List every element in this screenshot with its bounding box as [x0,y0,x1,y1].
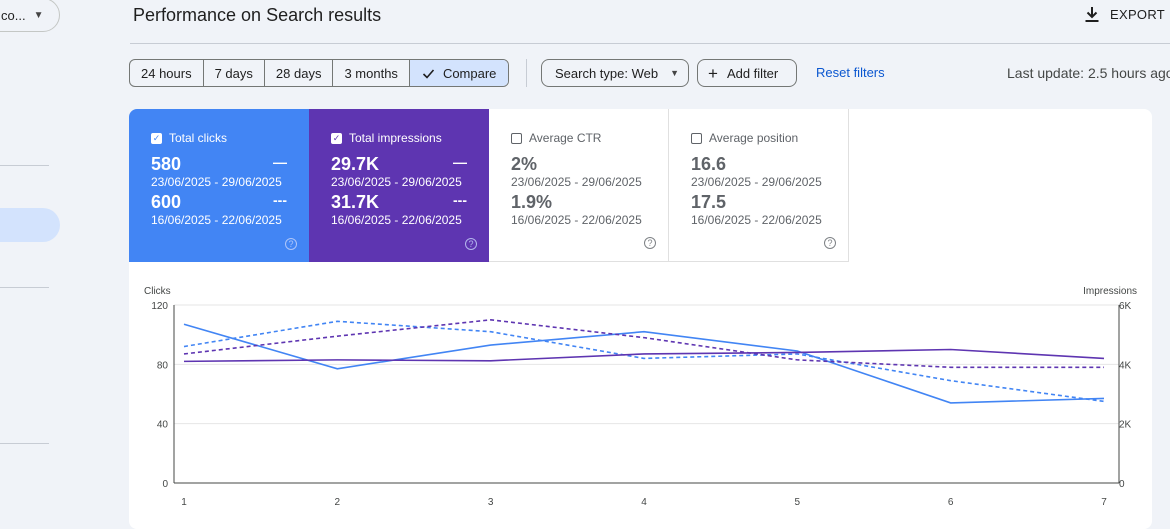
range-3-months[interactable]: 3 months [332,60,408,86]
metric-label: Average CTR [529,131,602,145]
sidebar: co... ▼ [0,0,112,501]
range-24-hours[interactable]: 24 hours [141,65,192,81]
metric-label: Average position [709,131,799,145]
checkbox-checked-icon[interactable]: ✓ [151,132,162,144]
metric-previous-range: 16/06/2025 - 22/06/2025 [151,213,282,227]
search-type-label: Search type: Web [555,65,659,81]
filter-separator [526,59,527,87]
metric-previous-value: 31.7K [331,192,380,212]
y-tick-label-left: 120 [151,301,168,312]
metric-current-value: 29.7K [331,154,380,174]
page-title: Performance on Search results [133,5,382,25]
help-icon[interactable]: ? [644,237,656,249]
checkbox-unchecked-icon[interactable] [691,132,702,144]
sidebar-divider [0,287,49,288]
performance-chart[interactable]: Clicks Impressions 0 0 40 2K 80 4K 120 6K 1 2 3 4 5… [129,109,1152,529]
metric-current-value: 580 [151,154,182,174]
x-tick-label: 5 [795,497,801,508]
plus-icon: + [708,63,718,83]
series-line-clicks_current[interactable] [183,323,1105,404]
metric-previous-value: 600 [151,192,182,212]
dashed-line-icon: --- [453,192,467,208]
checkbox-unchecked-icon[interactable] [511,132,522,144]
sidebar-divider [0,165,49,166]
metric-current-range: 23/06/2025 - 29/06/2025 [511,175,642,189]
chevron-down-icon: ▼ [33,9,44,21]
y-axis-right-label: Impressions [1083,286,1137,297]
solid-line-icon: — [453,154,467,170]
series-line-clicks_previous[interactable] [183,320,1105,403]
x-tick-label: 7 [1101,497,1107,508]
metric-current-range: 23/06/2025 - 29/06/2025 [691,175,822,189]
compare-button[interactable]: Compare [408,60,509,86]
export-button[interactable]: EXPORT [1084,6,1165,23]
metric-previous-value: 1.9% [511,192,553,212]
y-tick-label-left: 80 [157,360,169,371]
range-7-days[interactable]: 7 days [202,60,264,86]
metric-label: Total impressions [349,131,442,145]
metric-current-range: 23/06/2025 - 29/06/2025 [151,175,282,189]
reset-filters-link[interactable]: Reset filters [816,65,885,80]
header-divider [130,43,1170,44]
search-type-filter[interactable]: Search type: Web ▼ [541,59,689,87]
y-tick-label-right: 2K [1119,420,1132,431]
sidebar-item-active[interactable] [0,208,60,242]
x-tick-label: 1 [181,497,187,508]
date-range-selector: 24 hours 7 days 28 days 3 months Compare [129,59,510,87]
metric-card-average-ctr[interactable]: Average CTR 2% 23/06/2025 - 29/06/2025 1… [489,109,669,262]
solid-line-icon: — [273,154,287,170]
metric-previous-range: 16/06/2025 - 22/06/2025 [511,213,642,227]
property-selector[interactable]: co... ▼ [0,0,60,32]
y-tick-label-right: 6K [1119,301,1132,312]
dashed-line-icon: --- [273,192,287,208]
metric-previous-value: 17.5 [691,192,727,212]
download-icon [1085,7,1099,22]
caret-down-icon: ▼ [670,68,680,78]
metric-current-value: 16.6 [691,154,727,174]
export-label: EXPORT [1110,7,1166,22]
performance-panel: ✓ Total clicks 580— 23/06/2025 - 29/06/2… [129,109,1152,529]
help-icon[interactable]: ? [824,237,836,249]
x-tick-label: 4 [641,497,647,508]
y-tick-label-right: 4K [1119,360,1132,371]
metric-current-range: 23/06/2025 - 29/06/2025 [331,175,462,189]
y-axis-left-label: Clicks [144,286,171,297]
metric-card-total-impressions[interactable]: ✓ Total impressions 29.7K — 23/06/2025 - … [309,109,489,262]
last-update-text: Last update: 2.5 hours ago [1007,65,1170,81]
x-tick-label: 2 [335,497,341,508]
metric-card-average-position[interactable]: Average position 16.6 23/06/2025 - 29/06… [669,109,849,262]
metric-label: Total clicks [169,131,228,145]
help-icon[interactable]: ? [465,238,477,250]
metric-card-total-clicks[interactable]: ✓ Total clicks 580 — 23/06/2025 - 29/06/2… [129,109,309,262]
help-icon[interactable]: ? [285,238,297,250]
y-tick-label-left: 40 [157,420,169,431]
add-filter-button[interactable]: + Add filter [697,59,797,87]
metric-previous-range: 16/06/2025 - 22/06/2025 [691,213,822,227]
checkbox-checked-icon[interactable]: ✓ [331,132,342,144]
range-28-days[interactable]: 28 days [263,60,333,86]
checkmark-icon [422,68,435,79]
y-tick-label-right: 0 [1119,479,1125,490]
y-tick-label-left: 0 [162,479,168,490]
metric-previous-range: 16/06/2025 - 22/06/2025 [331,213,462,227]
sidebar-divider [0,443,49,444]
series-line-impressions_previous[interactable] [183,319,1104,369]
x-tick-label: 6 [948,497,954,508]
property-selector-label: co... [1,7,26,23]
x-tick-label: 3 [488,497,494,508]
series-line-impressions_current[interactable] [183,348,1105,363]
add-filter-label: Add filter [726,65,779,81]
compare-label: Compare [442,65,497,81]
metric-current-value: 2% [511,154,538,174]
